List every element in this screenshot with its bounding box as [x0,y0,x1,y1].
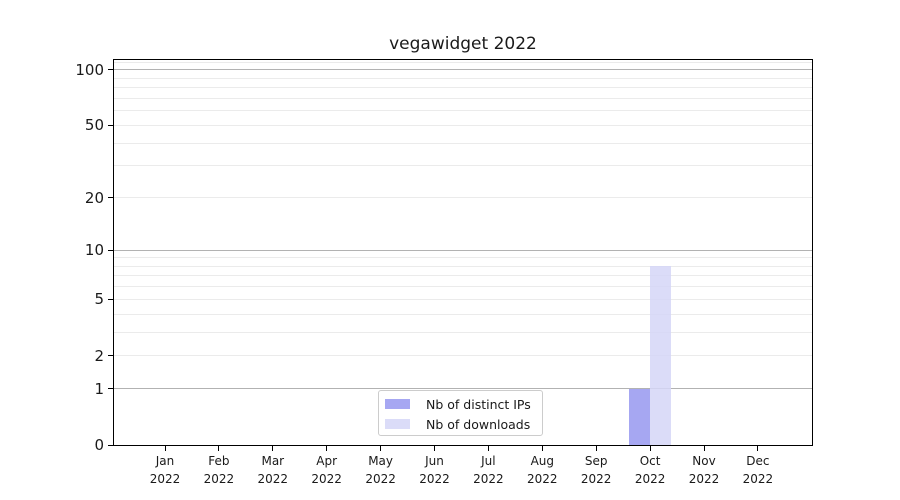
legend-label-distinct-ips: Nb of distinct IPs [426,396,531,412]
bar [650,266,672,445]
minor-gridline [114,275,812,277]
x-tick [434,446,435,451]
x-tick [380,446,382,451]
minor-gridline [114,124,812,126]
x-tick [272,446,274,451]
y-tick-label: 1 [94,379,104,398]
major-gridline [114,388,812,390]
plot-area: Nb of distinct IPs Nb of downloads [113,59,813,446]
y-tick-label: 2 [94,346,104,365]
y-tick [108,388,113,390]
minor-gridline [114,61,812,63]
x-tick [487,446,489,451]
x-tick-label: Sep 2022 [580,454,612,486]
y-tick [108,444,113,446]
minor-gridline [114,77,812,79]
x-tick [595,446,597,451]
minor-gridline [114,165,812,167]
x-tick-label: Apr 2022 [311,454,342,486]
chart-title: vegawidget 2022 [389,34,537,54]
minor-gridline [114,97,812,99]
minor-gridline [114,265,812,267]
y-tick-label: 10 [84,241,104,260]
y-tick-label: 50 [84,116,104,135]
legend-item-downloads: Nb of downloads [385,414,542,434]
minor-gridline [114,142,812,144]
minor-gridline [114,257,812,259]
y-tick [108,298,113,300]
minor-gridline [114,355,812,357]
x-tick-label: Dec 2022 [742,454,774,486]
minor-gridline [114,313,812,315]
minor-gridline [114,87,812,89]
legend-item-distinct-ips: Nb of distinct IPs [385,394,542,414]
x-tick [703,446,705,451]
x-tick [218,446,220,451]
minor-gridline [114,286,812,288]
y-tick [108,197,113,198]
y-tick [108,249,113,251]
x-tick-label: Oct 2022 [634,454,666,486]
y-tick-label: 0 [94,436,104,454]
x-tick-label: Feb 2022 [203,454,235,486]
minor-gridline [114,197,812,198]
minor-gridline [114,298,812,300]
y-tick [108,69,113,71]
x-tick-label: Jul 2022 [473,454,504,486]
y-tick [108,355,113,357]
major-gridline [114,249,812,251]
x-tick [164,446,166,451]
x-tick [326,446,328,451]
legend: Nb of distinct IPs Nb of downloads [378,390,543,436]
x-tick-label: Nov 2022 [688,454,720,486]
y-tick-label: 20 [84,188,104,207]
x-tick-label: Jan 2022 [149,454,181,486]
x-tick-label: Jun 2022 [419,454,450,486]
legend-swatch-downloads [385,419,410,429]
x-tick [757,446,759,451]
bar [629,388,651,445]
x-tick-label: Aug 2022 [527,454,558,486]
x-tick-label: Mar 2022 [257,454,289,486]
x-tick-label: May 2022 [365,454,396,486]
legend-label-downloads: Nb of downloads [426,416,531,432]
minor-gridline [114,331,812,333]
y-tick-label: 100 [75,60,104,79]
y-tick [108,124,113,126]
y-tick-label: 5 [94,290,104,309]
minor-gridline [114,110,812,112]
x-tick [541,446,543,451]
major-gridline [114,69,812,71]
legend-swatch-distinct-ips [385,399,410,409]
x-tick [649,446,651,451]
